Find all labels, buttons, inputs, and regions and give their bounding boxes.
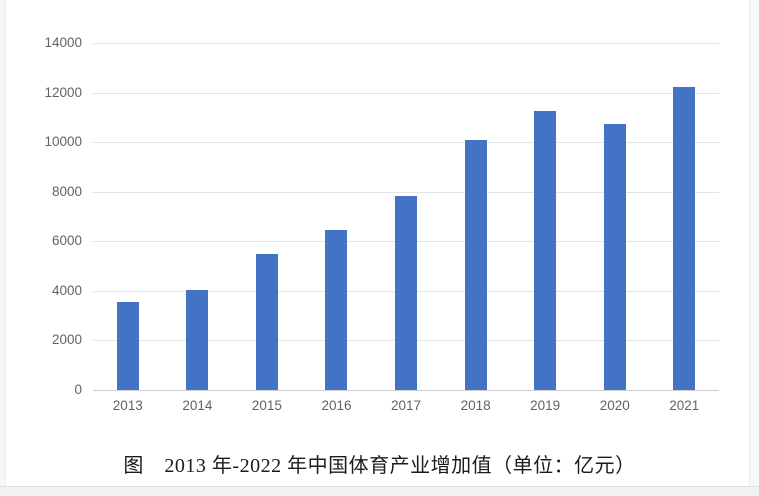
- bar-slot-2015: [232, 43, 302, 390]
- bar-slot-2018: [441, 43, 511, 390]
- gridline: [93, 191, 719, 193]
- bar-2014: [186, 289, 209, 390]
- bar-slot-2020: [580, 43, 650, 390]
- bar-2021: [673, 86, 696, 390]
- y-tick-label: 10000: [44, 134, 82, 150]
- gridline: [93, 92, 719, 94]
- bar-slot-2013: [93, 43, 163, 390]
- chart-caption: 图 2013 年-2022 年中国体育产业增加值（单位：亿元）: [123, 455, 636, 477]
- bar-series: [93, 43, 719, 390]
- page-edge-right: [749, 0, 759, 496]
- y-tick-label: 2000: [51, 332, 82, 348]
- x-tick-label: 2018: [460, 398, 491, 413]
- y-tick-label: 8000: [51, 183, 82, 199]
- x-tick-label: 2014: [182, 398, 213, 413]
- bar-2020: [603, 123, 626, 390]
- gridline: [93, 43, 719, 44]
- bar-2015: [255, 253, 278, 390]
- y-tick-label: 12000: [44, 84, 82, 100]
- x-axis-line: [93, 390, 719, 391]
- bar-slot-2019: [510, 43, 580, 390]
- page-edge-left: [0, 0, 6, 496]
- bar-2013: [116, 301, 139, 390]
- gridline: [93, 142, 719, 144]
- y-axis: 0 2000 4000 6000 8000 10000 12000 14000: [0, 35, 82, 397]
- bar-slot-2016: [302, 43, 372, 390]
- y-tick-label: 0: [74, 382, 82, 397]
- x-tick-label: 2021: [669, 398, 700, 413]
- x-tick-label: 2019: [530, 398, 561, 413]
- bar-chart: 0 2000 4000 6000 8000 10000 12000 14000 2013 201…: [0, 35, 719, 413]
- bar-slot-2017: [371, 43, 441, 390]
- y-tick-label: 4000: [51, 282, 82, 298]
- x-tick-label: 2015: [251, 398, 282, 413]
- bar-2019: [534, 111, 557, 390]
- x-tick-label: 2017: [391, 398, 422, 413]
- bar-2016: [325, 229, 348, 390]
- bar-slot-2021: [650, 43, 720, 390]
- y-tick-label: 6000: [51, 233, 82, 249]
- x-axis: 2013 2014 2015 2016 2017 2018 2019 2020 2021: [93, 398, 719, 413]
- plot-area: [93, 43, 719, 391]
- bar-2018: [464, 140, 487, 390]
- y-tick-label: 14000: [44, 35, 82, 50]
- x-tick-label: 2020: [599, 398, 630, 413]
- bar-slot-2014: [163, 43, 233, 390]
- bar-2017: [395, 196, 418, 390]
- x-tick-label: 2016: [321, 398, 352, 413]
- page-edge-bottom: [0, 486, 759, 496]
- x-tick-label: 2013: [112, 398, 143, 413]
